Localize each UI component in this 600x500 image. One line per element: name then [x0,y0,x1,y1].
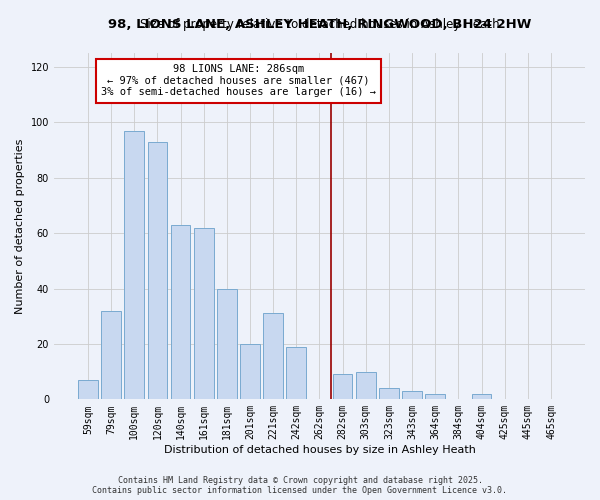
Bar [170,225,190,400]
X-axis label: Distribution of detached houses by size in Ashley Heath: Distribution of detached houses by size … [164,445,475,455]
Y-axis label: Number of detached properties: Number of detached properties [15,138,25,314]
Text: Contains HM Land Registry data © Crown copyright and database right 2025.
Contai: Contains HM Land Registry data © Crown c… [92,476,508,495]
Bar [194,228,214,400]
Bar [124,130,144,400]
Bar [379,388,399,400]
Text: 98, LIONS LANE, ASHLEY HEATH, RINGWOOD, BH24 2HW: 98, LIONS LANE, ASHLEY HEATH, RINGWOOD, … [108,18,531,30]
Bar [263,314,283,400]
Bar [425,394,445,400]
Bar [217,288,236,400]
Bar [78,380,98,400]
Bar [101,310,121,400]
Bar [402,391,422,400]
Bar [333,374,352,400]
Bar [240,344,260,400]
Bar [148,142,167,400]
Text: 98 LIONS LANE: 286sqm
← 97% of detached houses are smaller (467)
3% of semi-deta: 98 LIONS LANE: 286sqm ← 97% of detached … [101,64,376,98]
Bar [356,372,376,400]
Bar [286,346,306,400]
Bar [472,394,491,400]
Title: Size of property relative to detached houses in Ashley Heath: Size of property relative to detached ho… [140,18,499,31]
